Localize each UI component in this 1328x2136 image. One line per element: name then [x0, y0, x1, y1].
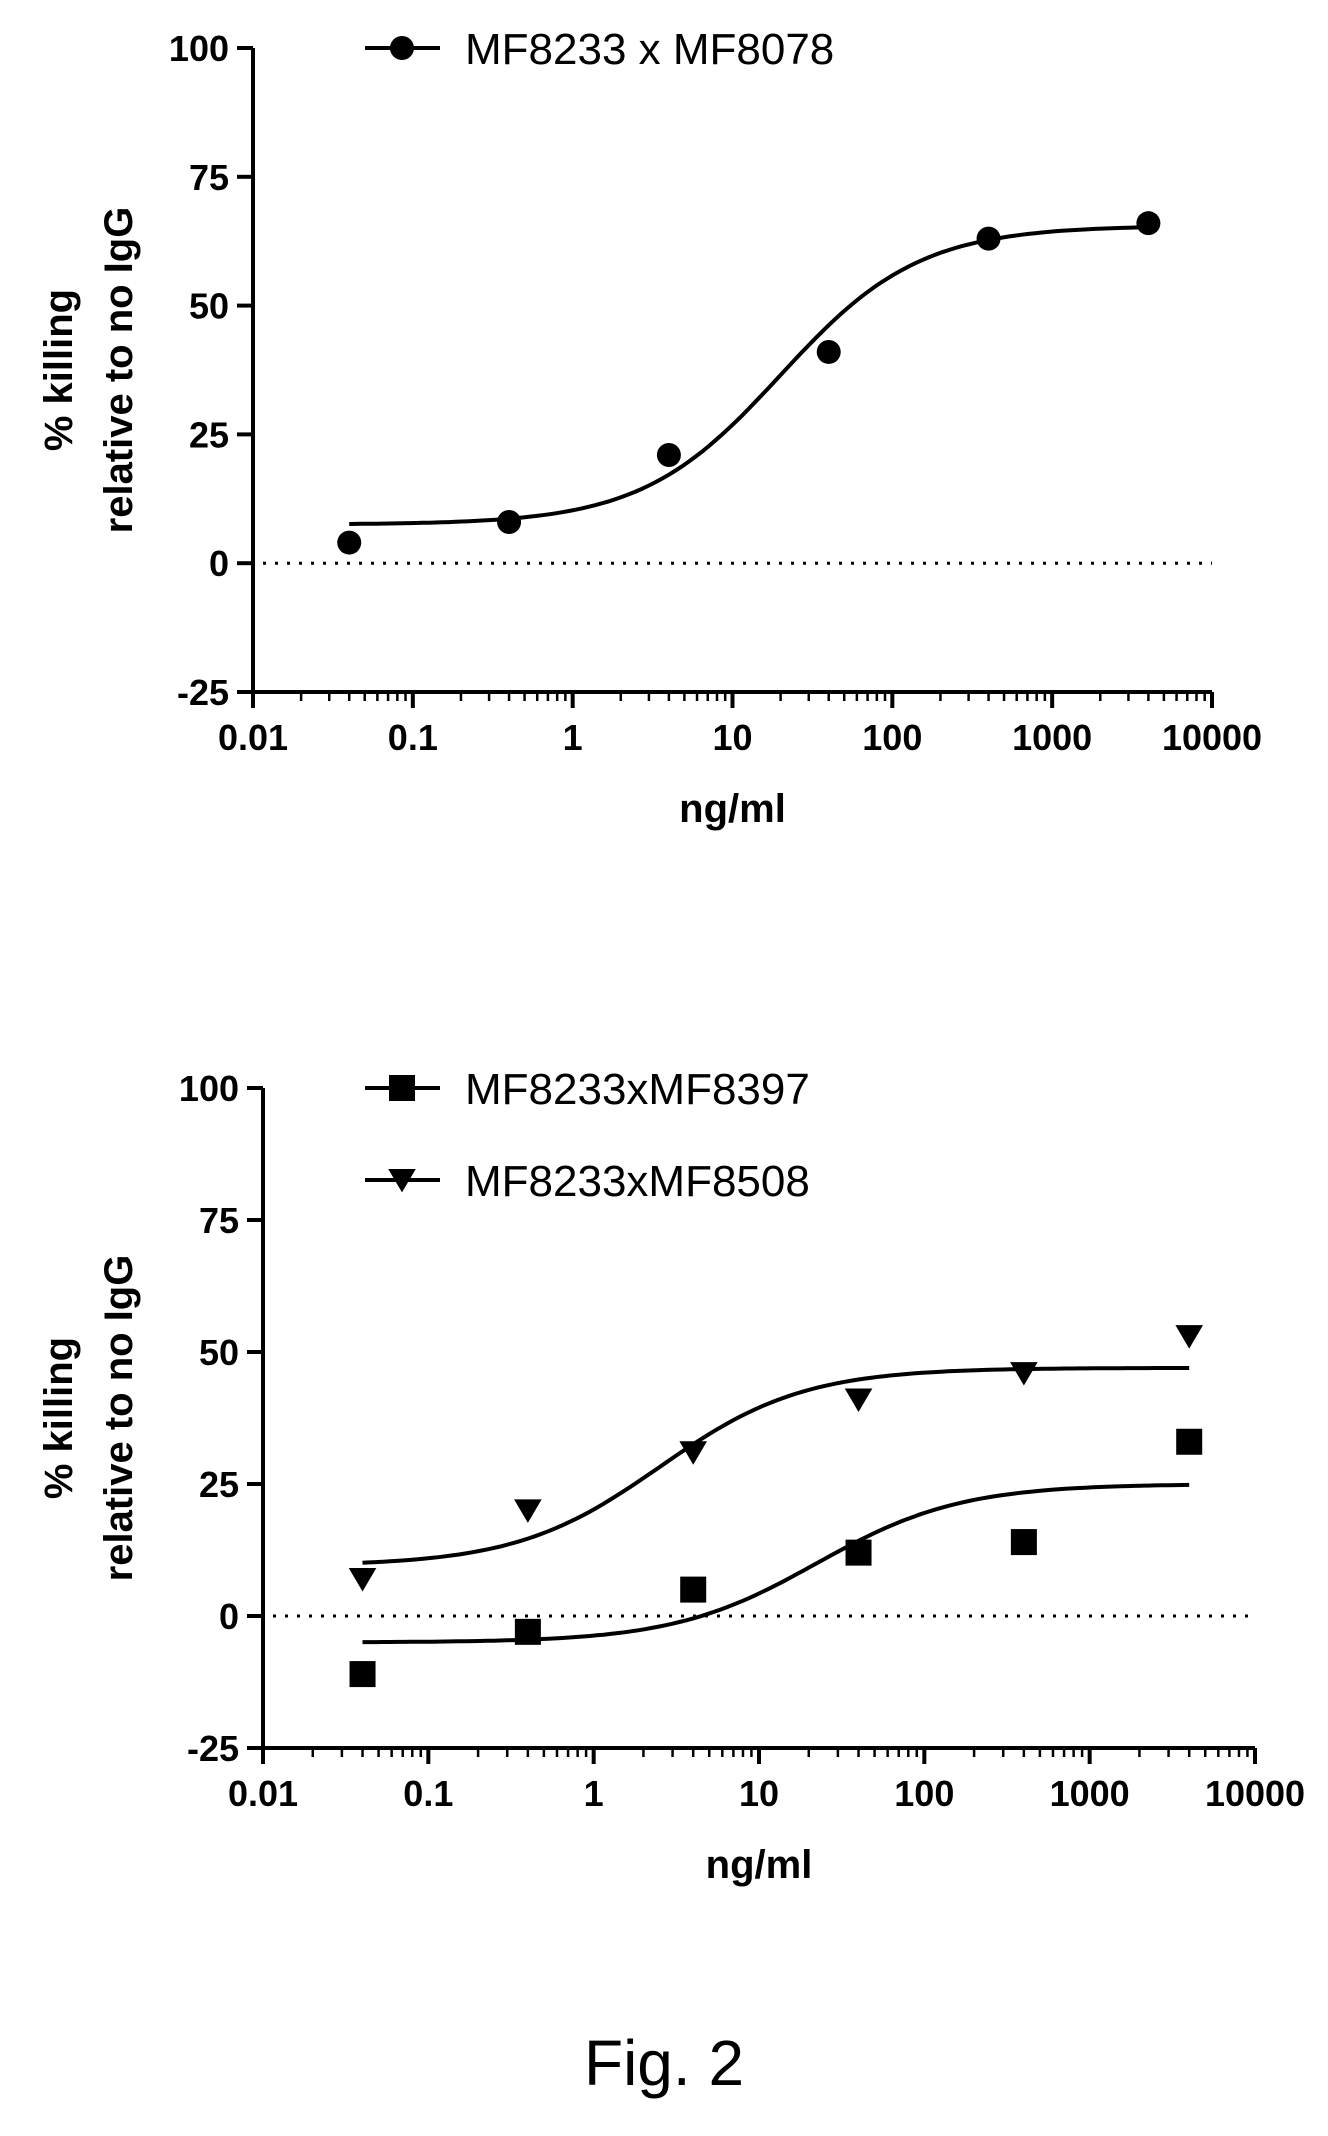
y-axis-title-line: % killing: [37, 289, 81, 451]
y-tick-label: -25: [177, 672, 229, 713]
y-tick-label: 0: [219, 1596, 239, 1637]
x-tick-label: 0.01: [228, 1773, 298, 1814]
fit-curve-circle: [349, 225, 1149, 526]
y-axis-title-line: relative to no IgG: [97, 1255, 141, 1582]
data-point-square: [514, 1618, 541, 1645]
y-tick-label: 50: [189, 286, 229, 327]
x-tick-label: 0.01: [218, 717, 288, 758]
y-tick-label: 50: [199, 1332, 239, 1373]
data-point-triangle-down: [844, 1388, 873, 1412]
x-tick-label: 1000: [1012, 717, 1092, 758]
x-tick-label: 10: [712, 717, 752, 758]
y-tick-label: 25: [199, 1464, 239, 1505]
data-point-triangle-down: [348, 1568, 377, 1592]
data-point-triangle-down: [1175, 1325, 1204, 1349]
data-point-square: [1176, 1428, 1203, 1455]
figure-caption: Fig. 2: [584, 2027, 744, 2099]
legend-label: MF8233xMF8397: [465, 1065, 810, 1114]
y-axis-title-line: % killing: [37, 1337, 81, 1499]
x-axis-title: ng/ml: [679, 787, 786, 831]
legend-marker-square: [389, 1075, 415, 1101]
legend-label: MF8233xMF8508: [465, 1157, 810, 1206]
y-tick-label: 100: [179, 1068, 239, 1109]
x-axis-title: ng/ml: [706, 1843, 813, 1887]
data-point-circle: [497, 509, 522, 534]
data-point-square: [845, 1539, 872, 1566]
y-tick-label: 0: [209, 543, 229, 584]
data-point-triangle-down: [514, 1499, 542, 1523]
data-point-circle: [337, 530, 362, 555]
data-point-triangle-down: [679, 1441, 708, 1465]
x-tick-label: 1000: [1050, 1773, 1130, 1814]
y-tick-label: 100: [169, 28, 229, 69]
x-tick-label: 100: [862, 717, 922, 758]
x-tick-label: 100: [894, 1773, 954, 1814]
x-tick-label: 10000: [1205, 1773, 1305, 1814]
x-tick-label: 10: [739, 1773, 779, 1814]
legend-marker-triangle-down: [388, 1168, 416, 1193]
chart-panel-bottom: 100 75 50 25 0 -250.01 0.1 1 10 100 1000 10000 ng/ml…: [37, 1065, 1305, 1887]
x-tick-label: 0.1: [403, 1773, 453, 1814]
data-point-triangle-down: [1010, 1362, 1038, 1386]
data-point-circle: [976, 226, 1001, 251]
x-tick-label: 10000: [1162, 717, 1262, 758]
x-tick-label: 1: [584, 1773, 604, 1814]
data-point-circle: [816, 339, 841, 364]
y-tick-label: 75: [199, 1200, 239, 1241]
data-point-square: [1010, 1529, 1037, 1556]
data-point-square: [349, 1661, 376, 1688]
y-axis-title-line: relative to no IgG: [97, 207, 141, 534]
fit-curve-triangle-down: [362, 1366, 1190, 1565]
x-tick-label: 1: [563, 717, 583, 758]
y-tick-label: 75: [189, 157, 229, 198]
y-tick-label: -25: [187, 1728, 239, 1769]
y-tick-label: 25: [189, 414, 229, 455]
data-point-circle: [1136, 211, 1161, 236]
data-point-square: [680, 1576, 707, 1603]
fit-curve-square: [362, 1482, 1190, 1645]
legend-marker-circle: [390, 36, 414, 60]
data-point-circle: [656, 443, 681, 468]
chart-panel-top: 100 75 50 25 0 -250.01 0.1 1 10 100 1000 10000 ng/ml…: [37, 25, 1262, 831]
legend-label: MF8233 x MF8078: [465, 25, 834, 74]
x-tick-label: 0.1: [388, 717, 438, 758]
